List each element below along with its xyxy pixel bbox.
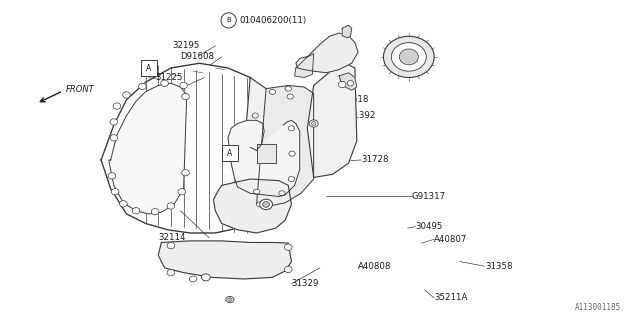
Polygon shape [307,63,356,178]
Ellipse shape [269,89,276,94]
Ellipse shape [260,199,273,210]
Ellipse shape [288,126,294,131]
FancyBboxPatch shape [141,60,157,76]
Ellipse shape [266,201,273,206]
Ellipse shape [110,135,118,141]
Ellipse shape [167,243,175,249]
Ellipse shape [167,269,175,276]
Text: A20618: A20618 [336,95,369,104]
Text: 31329: 31329 [291,279,319,288]
Text: 15008: 15008 [247,181,275,190]
Polygon shape [257,144,276,163]
Ellipse shape [284,244,292,251]
Text: 31392: 31392 [349,111,376,120]
Ellipse shape [392,43,426,71]
Ellipse shape [202,274,211,281]
Text: D91608: D91608 [180,52,214,61]
Ellipse shape [284,266,292,273]
Text: A: A [146,63,151,73]
Ellipse shape [348,81,354,86]
Ellipse shape [110,119,118,125]
Text: FRONT: FRONT [66,85,95,94]
Ellipse shape [262,202,269,207]
Text: G91317: G91317 [412,192,446,201]
Ellipse shape [167,203,175,209]
Polygon shape [109,83,187,214]
Ellipse shape [123,92,131,98]
Text: B: B [227,17,231,23]
Ellipse shape [151,209,159,215]
Ellipse shape [178,188,186,195]
Polygon shape [158,241,291,279]
Ellipse shape [252,113,259,118]
Text: 010406200(11): 010406200(11) [239,16,307,25]
Polygon shape [213,179,291,233]
Ellipse shape [253,189,260,194]
Ellipse shape [189,276,197,282]
Text: A: A [227,148,232,157]
Polygon shape [237,77,294,228]
Ellipse shape [339,81,346,88]
Ellipse shape [120,201,127,207]
Ellipse shape [309,120,318,127]
Polygon shape [294,54,314,77]
Polygon shape [339,73,356,90]
Ellipse shape [138,83,146,90]
Polygon shape [101,63,266,233]
Ellipse shape [113,103,121,109]
Ellipse shape [399,49,419,65]
Polygon shape [228,120,300,196]
Ellipse shape [182,93,189,100]
Polygon shape [257,85,314,206]
Ellipse shape [383,36,434,77]
Ellipse shape [161,80,168,86]
Ellipse shape [226,296,234,303]
Ellipse shape [312,122,316,125]
Polygon shape [296,33,358,73]
Text: 30495: 30495 [415,222,442,231]
Polygon shape [342,25,352,38]
Text: A40808: A40808 [358,262,392,271]
Ellipse shape [279,191,285,196]
Ellipse shape [287,94,293,99]
Text: 31225: 31225 [155,73,182,82]
Text: 31358: 31358 [485,262,513,271]
Ellipse shape [228,298,232,301]
Ellipse shape [289,151,295,156]
Text: A40807: A40807 [434,235,468,244]
FancyBboxPatch shape [222,145,238,161]
Ellipse shape [111,188,119,195]
Text: 32114: 32114 [158,233,186,242]
Text: 32195: 32195 [173,41,200,50]
Ellipse shape [108,173,116,179]
Text: 35211A: 35211A [434,293,468,302]
Ellipse shape [180,82,188,89]
Text: A113001185: A113001185 [575,303,621,312]
Ellipse shape [257,202,263,207]
Text: 31728: 31728 [361,156,388,164]
Ellipse shape [221,13,236,28]
Ellipse shape [288,177,294,181]
Ellipse shape [132,208,140,214]
Ellipse shape [182,170,189,176]
Ellipse shape [285,86,291,91]
